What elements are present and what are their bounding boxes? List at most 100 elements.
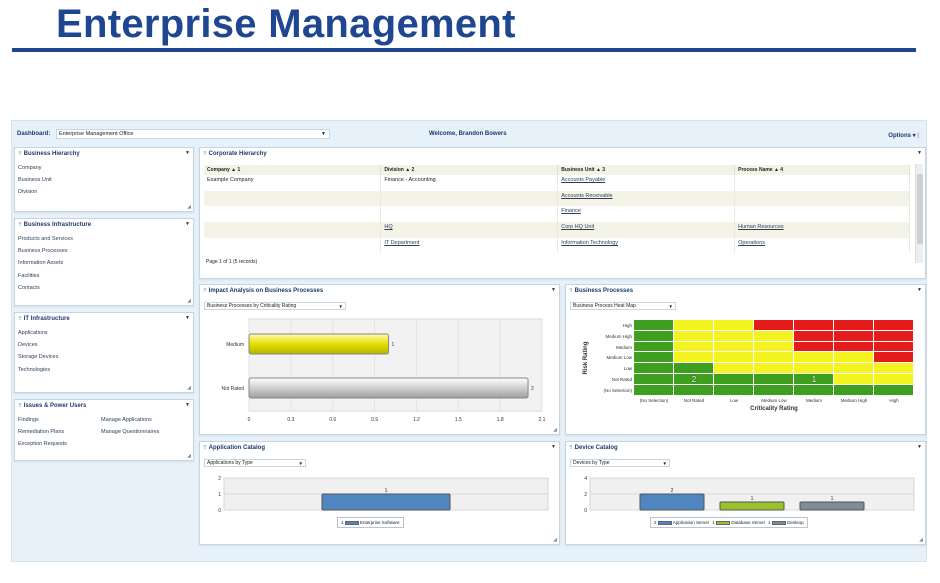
heat-cell[interactable]	[794, 341, 834, 353]
issues-link[interactable]: Exception Requests	[18, 441, 67, 448]
business-infrastructure-link[interactable]: Information Assets	[18, 260, 64, 267]
drag-handle-icon[interactable]: ⠿	[203, 150, 207, 157]
panel-menu-icon[interactable]: ▼	[185, 402, 190, 408]
issues-link[interactable]: Findings	[18, 417, 39, 423]
heat-cell[interactable]	[794, 374, 834, 385]
drag-handle-icon[interactable]: ⠿	[569, 444, 573, 451]
heat-cell[interactable]	[794, 384, 834, 396]
device-catalog-select[interactable]: Devices by Type ▼	[570, 459, 670, 467]
heat-cell[interactable]	[634, 341, 674, 353]
business-infrastructure-link[interactable]: Business Processes	[18, 248, 68, 255]
table-row[interactable]: Accounts Receivable	[204, 190, 910, 207]
heat-cell[interactable]	[714, 341, 754, 353]
dashboard-select[interactable]: Enterprise Management Office ▼	[56, 129, 330, 139]
panel-menu-icon[interactable]: ▼	[917, 150, 922, 156]
heat-cell[interactable]	[834, 341, 874, 353]
options-button[interactable]: Options ▾ |	[888, 133, 919, 139]
heat-cell[interactable]	[874, 363, 914, 374]
table-row[interactable]: IT Department Information Technology Opera…	[204, 237, 910, 254]
heat-cell[interactable]	[754, 384, 794, 396]
heat-cell[interactable]	[634, 352, 674, 364]
drag-handle-icon[interactable]: ⠿	[18, 150, 22, 157]
heat-cell[interactable]	[714, 330, 754, 342]
heat-cell[interactable]	[634, 320, 674, 331]
heat-cell[interactable]	[874, 384, 914, 396]
cell-link[interactable]: Corp HQ Unit	[561, 224, 595, 231]
heat-cell[interactable]	[674, 330, 714, 342]
power-users-link[interactable]: Manage Questionnaires	[101, 429, 160, 436]
table-row[interactable]: HQ Corp HQ Unit Human Resources	[204, 222, 910, 238]
column-header[interactable]: Company ▲ 1	[204, 165, 382, 175]
vertical-scrollbar[interactable]	[915, 164, 923, 263]
drag-handle-icon[interactable]: ⠿	[203, 444, 207, 451]
legend-item[interactable]: 1 Enterprise Software	[341, 520, 400, 525]
heat-cell[interactable]	[634, 363, 674, 374]
resize-handle-icon[interactable]: ◢	[187, 204, 191, 210]
table-row[interactable]: Finance	[204, 206, 910, 223]
panel-menu-icon[interactable]: ▼	[185, 315, 190, 321]
heat-cell[interactable]	[874, 330, 914, 342]
drag-handle-icon[interactable]: ⠿	[18, 315, 22, 322]
resize-handle-icon[interactable]: ◢	[919, 537, 923, 543]
cell-link[interactable]: Information Technology	[561, 239, 619, 246]
drag-handle-icon[interactable]: ⠿	[203, 287, 207, 294]
it-infrastructure-link[interactable]: Devices	[18, 342, 38, 349]
heat-cell[interactable]	[754, 352, 794, 364]
heat-cell[interactable]	[834, 363, 874, 374]
drag-handle-icon[interactable]: ⠿	[18, 402, 22, 409]
panel-menu-icon[interactable]: ▼	[917, 444, 922, 450]
column-header[interactable]: Division ▲ 2	[380, 165, 559, 175]
resize-handle-icon[interactable]: ◢	[553, 427, 557, 433]
panel-menu-icon[interactable]: ▼	[185, 150, 190, 156]
heat-cell[interactable]	[674, 352, 714, 364]
heat-cell[interactable]	[674, 341, 714, 353]
legend-item[interactable]: 1 Desktop	[768, 520, 804, 525]
cell-link[interactable]: HQ	[384, 224, 393, 231]
heat-cell[interactable]	[634, 374, 674, 385]
drag-handle-icon[interactable]: ⠿	[569, 287, 573, 294]
heat-cell[interactable]	[874, 341, 914, 353]
cell-link[interactable]: Example Company	[207, 177, 254, 183]
panel-menu-icon[interactable]: ▼	[551, 287, 556, 293]
business-infrastructure-link[interactable]: Contacts	[18, 284, 40, 291]
cell-link[interactable]: Human Resources	[738, 224, 784, 231]
resize-handle-icon[interactable]: ◢	[187, 298, 191, 304]
heat-cell[interactable]	[874, 320, 914, 331]
heat-cell[interactable]	[714, 384, 754, 396]
panel-menu-icon[interactable]: ▼	[551, 444, 556, 450]
heat-cell[interactable]	[834, 330, 874, 342]
heat-cell[interactable]	[874, 374, 914, 385]
cell-link[interactable]: IT Department	[384, 239, 420, 246]
heat-cell[interactable]	[714, 352, 754, 364]
impact-chart-select[interactable]: Business Processes by Criticality Rating…	[204, 302, 346, 310]
cell-link[interactable]: Accounts Payable	[561, 177, 606, 183]
heatmap-select[interactable]: Business Process Heat Map ▼	[570, 302, 676, 310]
scroll-thumb[interactable]	[917, 174, 923, 244]
heat-cell[interactable]	[834, 352, 874, 364]
business-hierarchy-link[interactable]: Division	[18, 189, 38, 196]
app-catalog-select[interactable]: Applications by Type ▼	[204, 459, 306, 467]
heat-cell[interactable]	[714, 320, 754, 331]
heat-cell[interactable]	[794, 330, 834, 342]
business-infrastructure-link[interactable]: Facilities	[18, 272, 40, 279]
cell-link[interactable]: Accounts Receivable	[561, 192, 613, 199]
legend-item[interactable]: 1 Database Server	[712, 520, 765, 525]
drag-handle-icon[interactable]: ⠿	[18, 221, 22, 228]
panel-menu-icon[interactable]: ▼	[917, 287, 922, 293]
power-users-link[interactable]: Manage Applications	[101, 417, 152, 423]
legend-item[interactable]: 2 Application Server	[654, 520, 709, 525]
heat-cell[interactable]	[634, 330, 674, 342]
heat-cell[interactable]	[754, 341, 794, 353]
business-hierarchy-link[interactable]: Business Unit	[18, 177, 52, 184]
heat-cell[interactable]	[714, 374, 754, 385]
heat-cell[interactable]	[674, 363, 714, 374]
heat-cell[interactable]	[794, 352, 834, 364]
heat-cell[interactable]	[634, 384, 674, 396]
resize-handle-icon[interactable]: ◢	[553, 537, 557, 543]
heat-cell[interactable]	[794, 363, 834, 374]
heat-cell[interactable]	[754, 363, 794, 374]
heat-cell[interactable]	[674, 384, 714, 396]
heat-cell[interactable]	[674, 320, 714, 331]
business-infrastructure-link[interactable]: Products and Services	[18, 236, 74, 242]
cell-link[interactable]: Finance - Accounting	[384, 177, 436, 183]
